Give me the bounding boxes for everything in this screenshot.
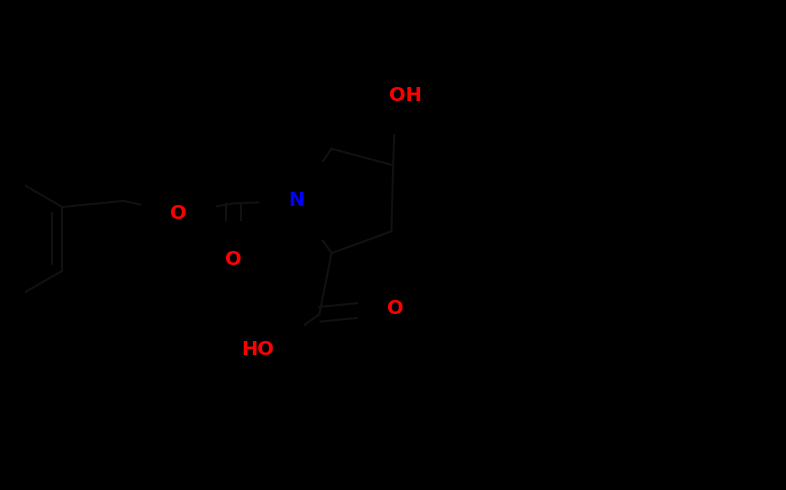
Text: HO: HO — [241, 341, 274, 359]
Text: O: O — [171, 204, 187, 222]
Text: O: O — [226, 250, 242, 269]
Text: OH: OH — [389, 86, 422, 105]
Text: O: O — [387, 299, 403, 318]
Text: N: N — [288, 192, 304, 210]
